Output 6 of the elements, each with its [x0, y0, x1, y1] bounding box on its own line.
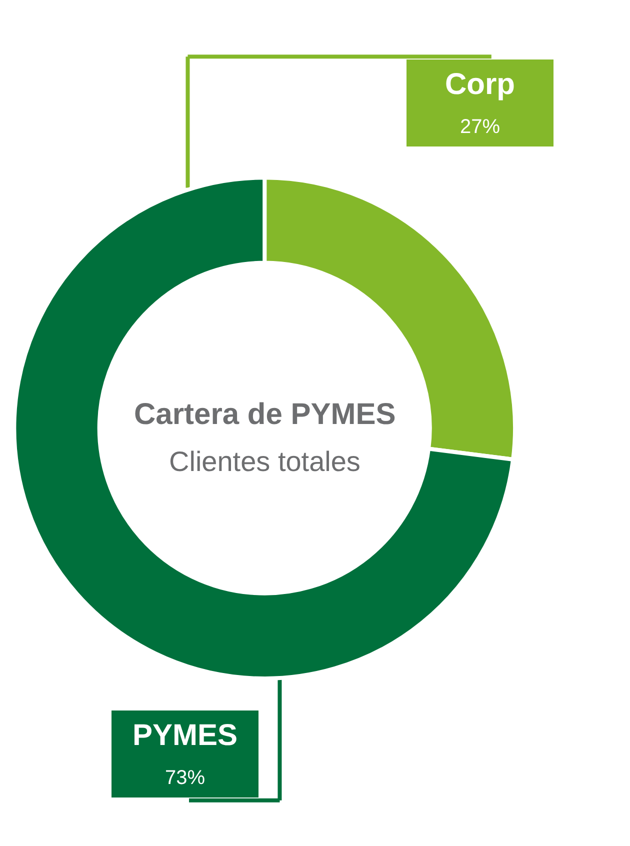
data-label: 27% [460, 116, 500, 138]
slice-label: Corp [445, 68, 515, 101]
data-label: 73% [164, 767, 206, 789]
slice-label: PYMES [132, 719, 238, 752]
text: Clientes totales [169, 446, 360, 477]
text: Cartera de PYMES [134, 398, 396, 431]
